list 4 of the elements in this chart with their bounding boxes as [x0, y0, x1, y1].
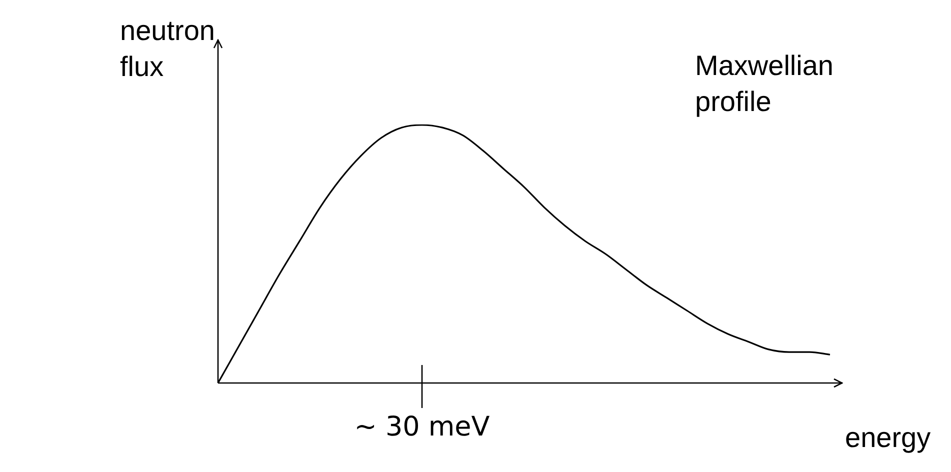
y-axis-title: neutron flux: [120, 14, 216, 84]
x-axis-title: energy: [845, 421, 931, 455]
text: Maxwellian profile: [695, 49, 834, 119]
text: ~ 30 meV: [354, 412, 490, 443]
